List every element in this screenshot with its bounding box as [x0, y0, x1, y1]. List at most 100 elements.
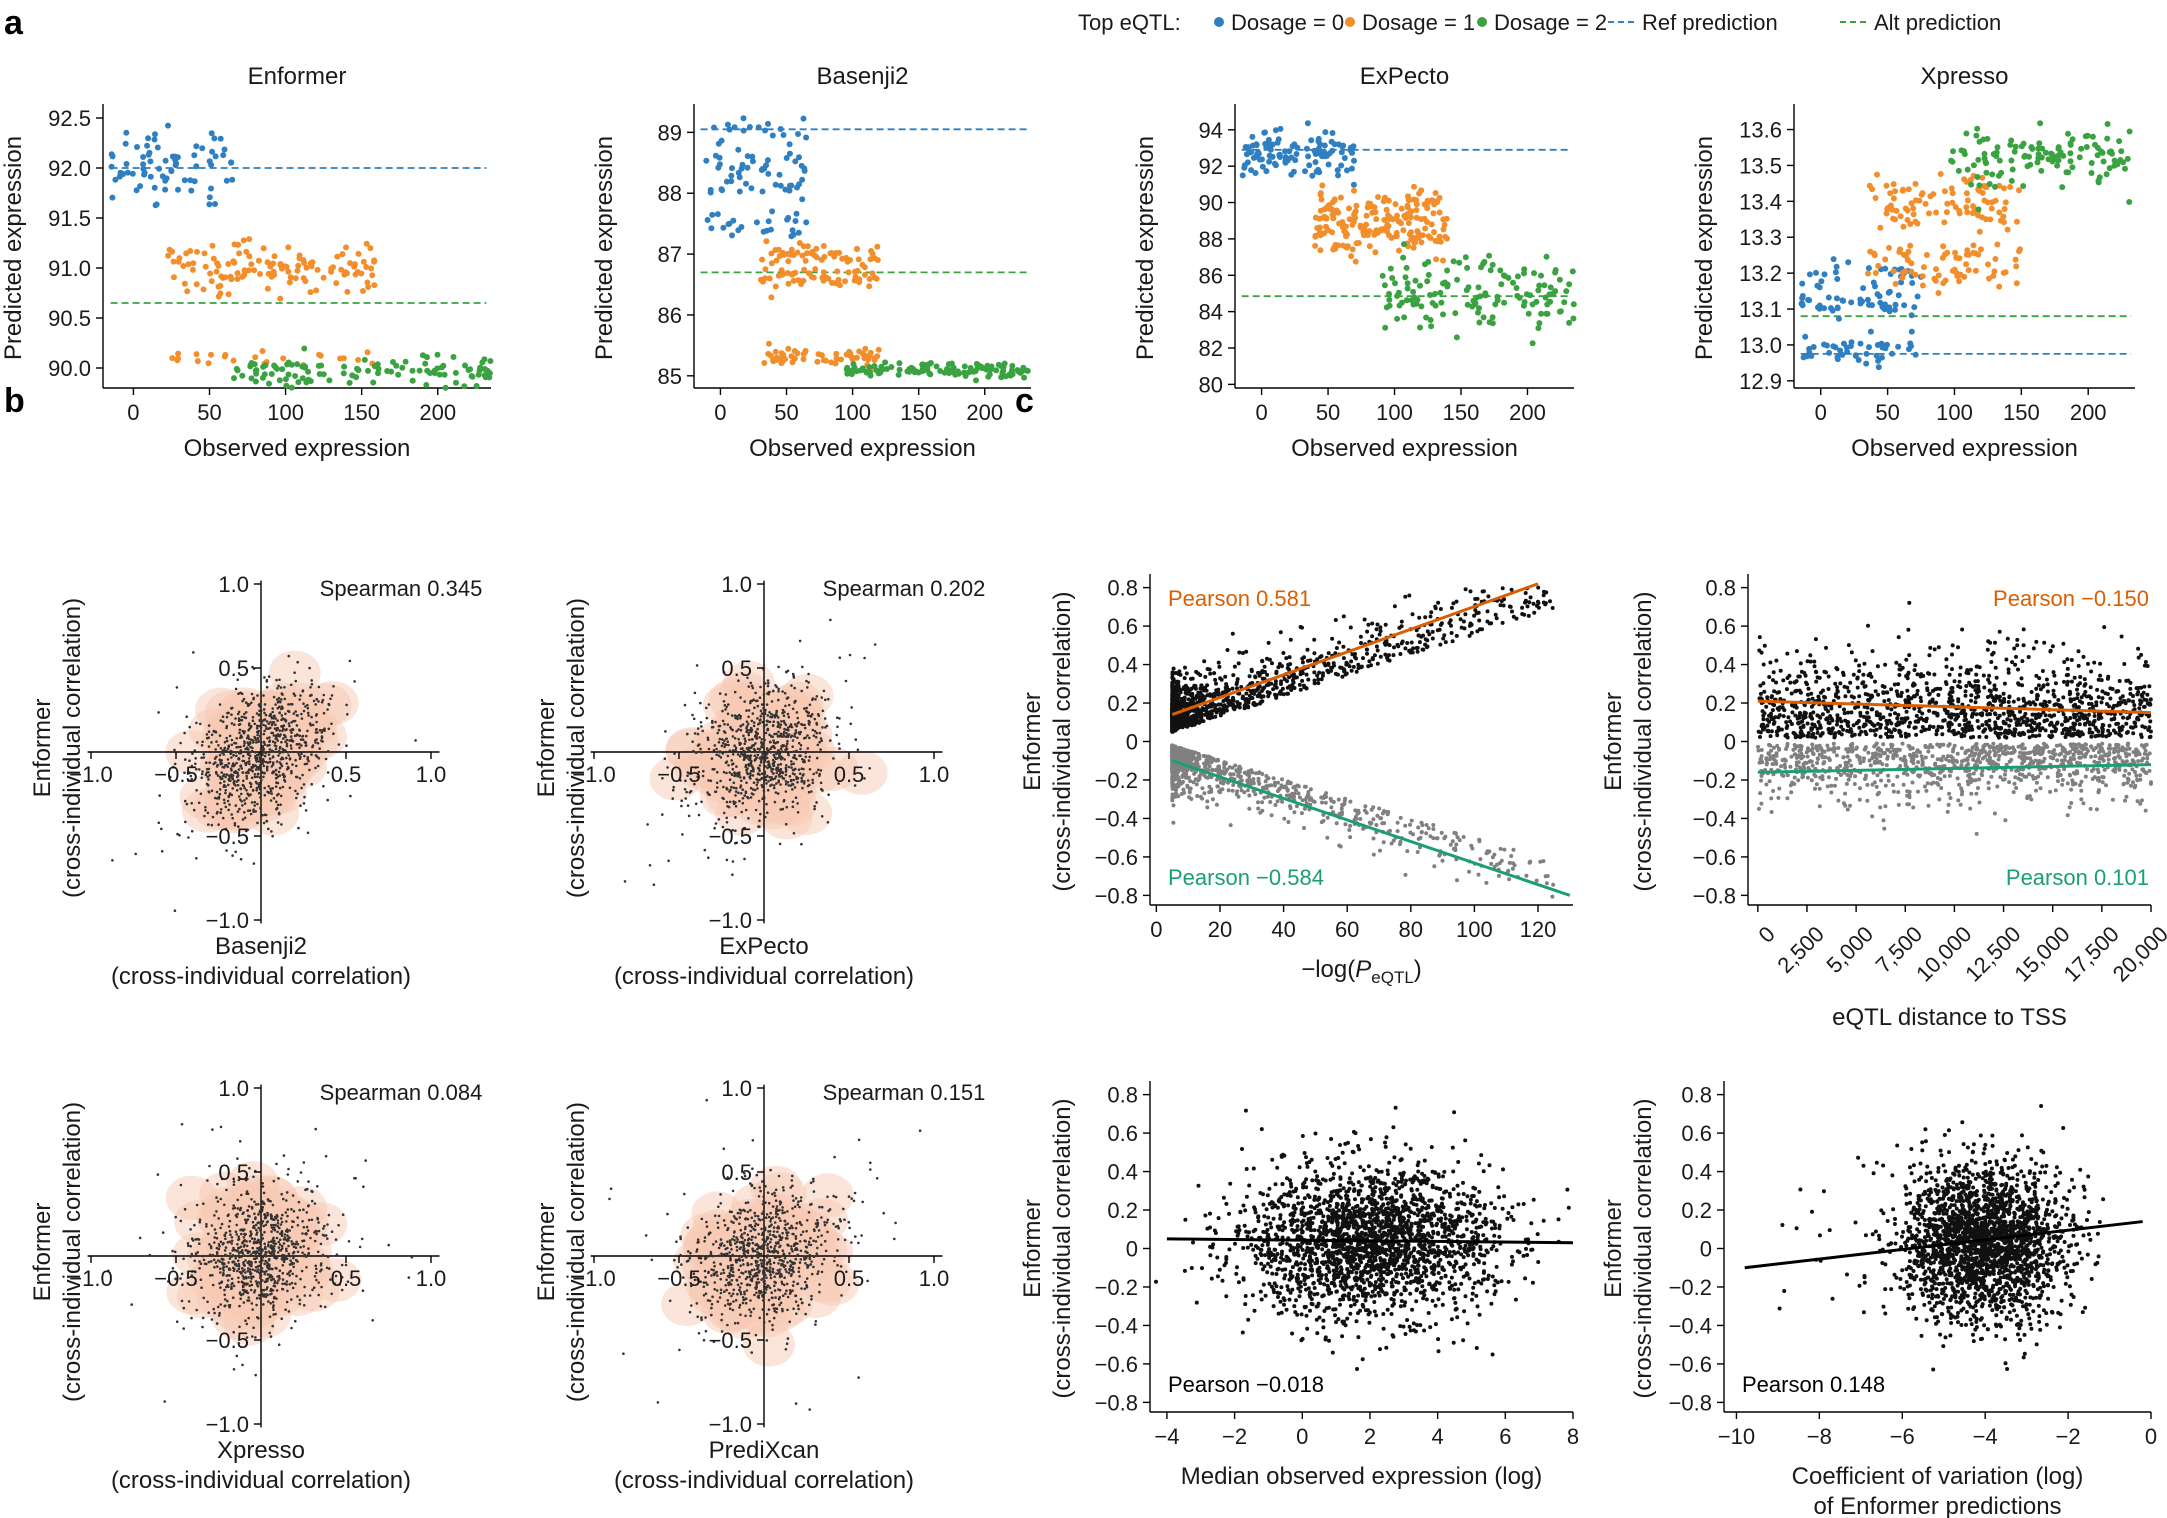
data-point — [140, 161, 147, 168]
data-point — [2059, 184, 2066, 191]
data-point — [772, 772, 775, 775]
data-point — [238, 1140, 242, 1143]
data-point — [1429, 300, 1436, 306]
data-point — [242, 1236, 246, 1239]
data-point — [242, 1245, 246, 1248]
data-point — [2037, 120, 2044, 127]
data-point — [284, 1211, 288, 1214]
data-point — [1908, 200, 1915, 207]
data-point — [271, 253, 278, 260]
data-point — [222, 1262, 225, 1265]
data-point — [790, 760, 793, 763]
data-point — [259, 1228, 263, 1232]
data-point — [248, 762, 251, 766]
data-point — [741, 797, 745, 800]
data-point — [1266, 152, 1273, 159]
data-point — [786, 141, 793, 148]
data-point — [774, 791, 778, 794]
data-point — [765, 170, 772, 177]
data-point — [711, 124, 717, 131]
data-point — [1911, 304, 1918, 311]
data-point — [255, 726, 259, 730]
data-point — [1866, 301, 1872, 308]
data-point — [231, 375, 237, 382]
data-point — [1294, 144, 1301, 151]
data-point — [1963, 130, 1970, 137]
data-point — [799, 196, 806, 203]
data-point — [298, 729, 302, 732]
data-point — [924, 365, 931, 372]
data-point — [1417, 282, 1423, 289]
data-point — [250, 692, 254, 696]
data-point — [1866, 344, 1872, 351]
data-point — [216, 802, 219, 806]
data-point — [1561, 299, 1568, 306]
data-point — [257, 783, 261, 787]
data-point — [1351, 157, 1357, 164]
data-point — [225, 849, 228, 852]
data-point — [243, 802, 247, 805]
data-point — [785, 280, 792, 287]
data-point — [260, 770, 263, 774]
data-point — [274, 1242, 278, 1245]
data-point — [240, 1193, 243, 1197]
data-point — [179, 1219, 183, 1223]
data-point — [199, 1278, 203, 1281]
data-point — [835, 276, 842, 283]
data-point — [237, 768, 241, 771]
data-point — [205, 1225, 208, 1228]
data-point — [218, 792, 222, 796]
data-point — [296, 660, 300, 664]
data-point — [253, 773, 257, 776]
data-point — [227, 1285, 230, 1288]
data-point — [281, 724, 285, 728]
data-point — [1432, 198, 1439, 205]
data-point — [1974, 174, 1981, 180]
data-point — [815, 801, 818, 804]
data-point — [722, 700, 726, 703]
data-point — [157, 821, 161, 825]
data-point — [823, 717, 827, 720]
data-point — [212, 1258, 216, 1262]
data-point — [764, 1240, 767, 1243]
data-point — [259, 348, 266, 354]
data-point — [1476, 305, 1482, 312]
data-point — [287, 754, 291, 757]
data-point — [307, 1218, 311, 1222]
legend-dot-0 — [1214, 17, 1224, 27]
data-point — [223, 177, 230, 184]
data-point — [310, 1189, 314, 1193]
data-point — [300, 1269, 304, 1273]
data-point — [843, 366, 850, 373]
data-point — [272, 1284, 276, 1288]
x-tick-label: −0.5 — [154, 762, 197, 787]
data-point — [1830, 256, 1837, 263]
data-point — [1920, 264, 1927, 271]
data-point — [205, 1222, 208, 1226]
data-point — [278, 1269, 282, 1272]
data-point — [2036, 140, 2043, 147]
data-point — [271, 1240, 274, 1243]
data-point — [1978, 214, 1985, 221]
data-point — [243, 248, 250, 255]
data-point — [829, 739, 832, 742]
data-point — [362, 1185, 365, 1188]
y-tick-label: 92 — [1199, 154, 1223, 179]
data-point — [756, 772, 760, 776]
data-point — [409, 377, 416, 384]
data-point — [215, 1210, 218, 1213]
data-point — [158, 794, 161, 797]
data-point — [1475, 309, 1481, 316]
data-point — [156, 165, 163, 172]
data-point — [1313, 168, 1320, 175]
y-tick-label: −0.5 — [709, 824, 752, 849]
data-point — [213, 1228, 217, 1231]
data-point — [734, 746, 738, 750]
data-point — [800, 277, 807, 284]
data-point — [1566, 319, 1573, 326]
data-point — [2039, 145, 2046, 152]
data-point — [854, 267, 861, 274]
data-point — [792, 1214, 795, 1218]
data-point — [1410, 288, 1417, 295]
data-point — [1963, 261, 1970, 268]
